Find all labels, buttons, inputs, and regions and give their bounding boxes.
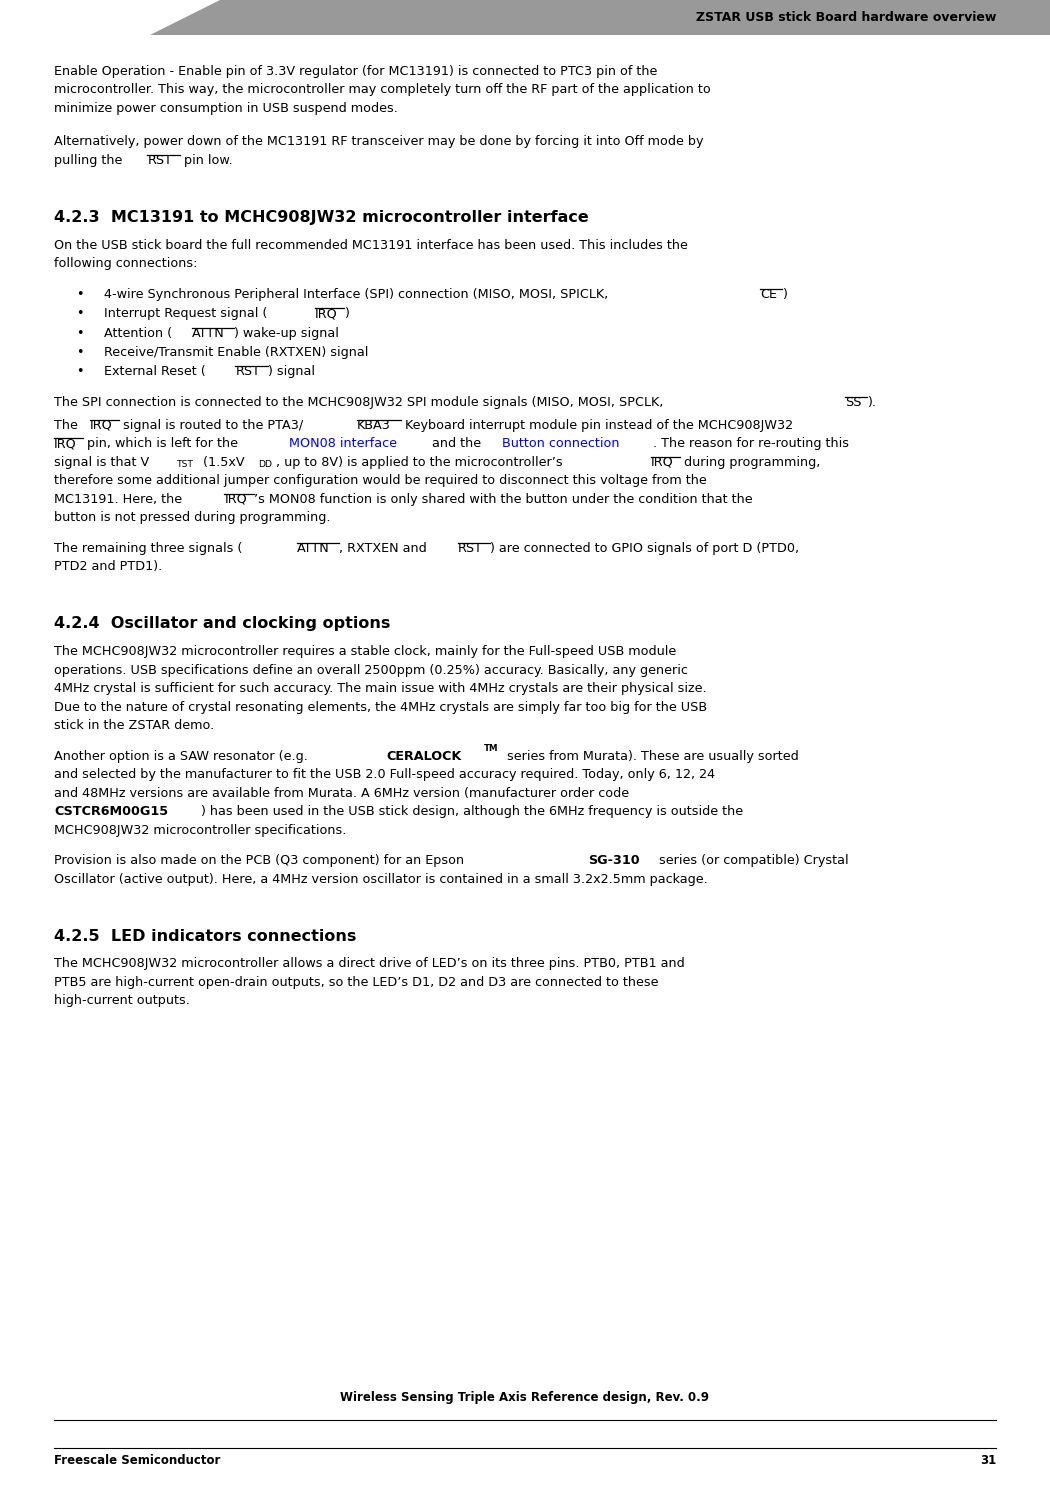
Text: . The reason for re-routing this: . The reason for re-routing this: [653, 438, 849, 450]
Text: ): ): [782, 287, 786, 300]
Text: IRQ: IRQ: [90, 419, 112, 432]
Text: button is not pressed during programming.: button is not pressed during programming…: [54, 511, 331, 525]
Text: RST: RST: [235, 365, 260, 378]
Text: Alternatively, power down of the MC13191 RF transceiver may be done by forcing i: Alternatively, power down of the MC13191…: [54, 136, 704, 148]
Text: CE: CE: [760, 287, 777, 300]
Text: 4-wire Synchronous Peripheral Interface (SPI) connection (MISO, MOSI, SPICLK,: 4-wire Synchronous Peripheral Interface …: [104, 287, 612, 300]
Text: Oscillator (active output). Here, a 4MHz version oscillator is contained in a sm: Oscillator (active output). Here, a 4MHz…: [54, 873, 708, 885]
Text: CSTCR6M00G15: CSTCR6M00G15: [54, 804, 168, 818]
Text: , up to 8V) is applied to the microcontroller’s: , up to 8V) is applied to the microcontr…: [276, 456, 566, 469]
Text: •: •: [76, 345, 84, 359]
Text: Enable Operation - Enable pin of 3.3V regulator (for MC13191) is connected to PT: Enable Operation - Enable pin of 3.3V re…: [54, 64, 657, 78]
Text: 4MHz crystal is sufficient for such accuracy. The main issue with 4MHz crystals : 4MHz crystal is sufficient for such accu…: [54, 682, 707, 695]
Text: The: The: [54, 419, 82, 432]
Text: pulling the: pulling the: [54, 154, 126, 167]
Text: IRQ: IRQ: [225, 493, 247, 505]
Text: signal is routed to the PTA3/: signal is routed to the PTA3/: [120, 419, 303, 432]
Text: CERALOCK: CERALOCK: [386, 749, 462, 762]
Text: ): ): [344, 306, 349, 320]
Text: The SPI connection is connected to the MCHC908JW32 SPI module signals (MISO, MOS: The SPI connection is connected to the M…: [54, 396, 668, 408]
Text: The MCHC908JW32 microcontroller allows a direct drive of LED’s on its three pins: The MCHC908JW32 microcontroller allows a…: [54, 957, 685, 970]
Text: IRQ: IRQ: [315, 306, 337, 320]
Text: series (or compatible) Crystal: series (or compatible) Crystal: [655, 854, 848, 867]
Text: ) signal: ) signal: [268, 365, 315, 378]
Text: and the: and the: [427, 438, 485, 450]
Text: IRQ: IRQ: [54, 438, 77, 450]
Text: PTD2 and PTD1).: PTD2 and PTD1).: [54, 561, 163, 574]
Text: Due to the nature of crystal resonating elements, the 4MHz crystals are simply f: Due to the nature of crystal resonating …: [54, 701, 707, 713]
Text: RST: RST: [458, 541, 483, 555]
Text: The MCHC908JW32 microcontroller requires a stable clock, mainly for the Full-spe: The MCHC908JW32 microcontroller requires…: [54, 644, 676, 658]
Text: Keyboard interrupt module pin instead of the MCHC908JW32: Keyboard interrupt module pin instead of…: [401, 419, 793, 432]
Text: therefore some additional jumper configuration would be required to disconnect t: therefore some additional jumper configu…: [54, 474, 707, 487]
Text: TST: TST: [176, 459, 194, 468]
Text: TM: TM: [484, 745, 499, 753]
Text: pin, which is left for the: pin, which is left for the: [83, 438, 243, 450]
Text: Attention (: Attention (: [104, 326, 172, 339]
Text: MCHC908JW32 microcontroller specifications.: MCHC908JW32 microcontroller specificatio…: [54, 824, 347, 837]
Text: ) has been used in the USB stick design, although the 6MHz frequency is outside : ) has been used in the USB stick design,…: [202, 804, 743, 818]
Text: and selected by the manufacturer to fit the USB 2.0 Full-speed accuracy required: and selected by the manufacturer to fit …: [54, 768, 715, 780]
Text: External Reset (: External Reset (: [104, 365, 206, 378]
Text: The remaining three signals (: The remaining three signals (: [54, 541, 243, 555]
Text: 4.2.5  LED indicators connections: 4.2.5 LED indicators connections: [54, 928, 356, 943]
Text: IRQ: IRQ: [651, 456, 673, 469]
Text: signal is that V: signal is that V: [54, 456, 149, 469]
Text: following connections:: following connections:: [54, 257, 197, 271]
Text: •: •: [76, 326, 84, 339]
Text: pin low.: pin low.: [180, 154, 232, 167]
Text: 4.2.3  MC13191 to MCHC908JW32 microcontroller interface: 4.2.3 MC13191 to MCHC908JW32 microcontro…: [54, 209, 589, 226]
Text: MON08 interface: MON08 interface: [289, 438, 397, 450]
Text: , RXTXEN and: , RXTXEN and: [339, 541, 432, 555]
Text: DD: DD: [257, 459, 272, 468]
Text: •: •: [76, 306, 84, 320]
Text: 4.2.4  Oscillator and clocking options: 4.2.4 Oscillator and clocking options: [54, 616, 391, 631]
Text: •: •: [76, 365, 84, 378]
Text: ZSTAR USB stick Board hardware overview: ZSTAR USB stick Board hardware overview: [696, 10, 996, 24]
Text: On the USB stick board the full recommended MC13191 interface has been used. Thi: On the USB stick board the full recommen…: [54, 239, 688, 251]
Text: PTB5 are high-current open-drain outputs, so the LED’s D1, D2 and D3 are connect: PTB5 are high-current open-drain outputs…: [54, 976, 658, 988]
Text: Wireless Sensing Triple Axis Reference design, Rev. 0.9: Wireless Sensing Triple Axis Reference d…: [340, 1390, 710, 1404]
Text: ) wake-up signal: ) wake-up signal: [234, 326, 339, 339]
Text: operations. USB specifications define an overall 2500ppm (0.25%) accuracy. Basic: operations. USB specifications define an…: [54, 664, 688, 677]
Text: SG-310: SG-310: [588, 854, 640, 867]
Text: ) are connected to GPIO signals of port D (PTD0,: ) are connected to GPIO signals of port …: [490, 541, 799, 555]
Text: KBA3: KBA3: [357, 419, 391, 432]
Text: Receive/Transmit Enable (RXTXEN) signal: Receive/Transmit Enable (RXTXEN) signal: [104, 345, 369, 359]
Text: SS: SS: [845, 396, 862, 408]
Text: ).: ).: [866, 396, 876, 408]
Text: RST: RST: [147, 154, 172, 167]
Text: microcontroller. This way, the microcontroller may completely turn off the RF pa: microcontroller. This way, the microcont…: [54, 84, 711, 97]
Text: Button connection: Button connection: [502, 438, 620, 450]
Polygon shape: [150, 0, 1050, 34]
Text: Another option is a SAW resonator (e.g.: Another option is a SAW resonator (e.g.: [54, 749, 312, 762]
Text: during programming,: during programming,: [680, 456, 820, 469]
Text: minimize power consumption in USB suspend modes.: minimize power consumption in USB suspen…: [54, 102, 398, 115]
Text: (1.5xV: (1.5xV: [198, 456, 245, 469]
Text: and 48MHz versions are available from Murata. A 6MHz version (manufacturer order: and 48MHz versions are available from Mu…: [54, 786, 629, 800]
Text: Freescale Semiconductor: Freescale Semiconductor: [54, 1455, 220, 1467]
Text: Interrupt Request signal (: Interrupt Request signal (: [104, 306, 268, 320]
Text: 31: 31: [980, 1455, 996, 1467]
Text: ’s MON08 function is only shared with the button under the condition that the: ’s MON08 function is only shared with th…: [254, 493, 753, 505]
Text: ATTN: ATTN: [192, 326, 225, 339]
Text: ATTN: ATTN: [297, 541, 330, 555]
Text: •: •: [76, 287, 84, 300]
Text: series from Murata). These are usually sorted: series from Murata). These are usually s…: [503, 749, 798, 762]
Text: MC13191. Here, the: MC13191. Here, the: [54, 493, 186, 505]
Text: high-current outputs.: high-current outputs.: [54, 994, 190, 1008]
Text: stick in the ZSTAR demo.: stick in the ZSTAR demo.: [54, 719, 214, 733]
Text: Provision is also made on the PCB (Q3 component) for an Epson: Provision is also made on the PCB (Q3 co…: [54, 854, 468, 867]
